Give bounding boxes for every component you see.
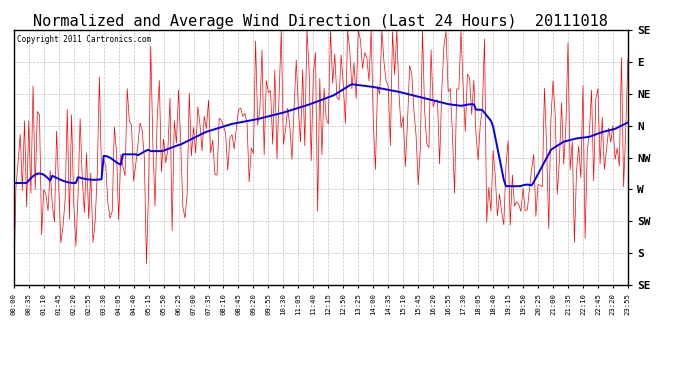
Text: Copyright 2011 Cartronics.com: Copyright 2011 Cartronics.com [17,35,151,44]
Title: Normalized and Average Wind Direction (Last 24 Hours)  20111018: Normalized and Average Wind Direction (L… [33,14,609,29]
